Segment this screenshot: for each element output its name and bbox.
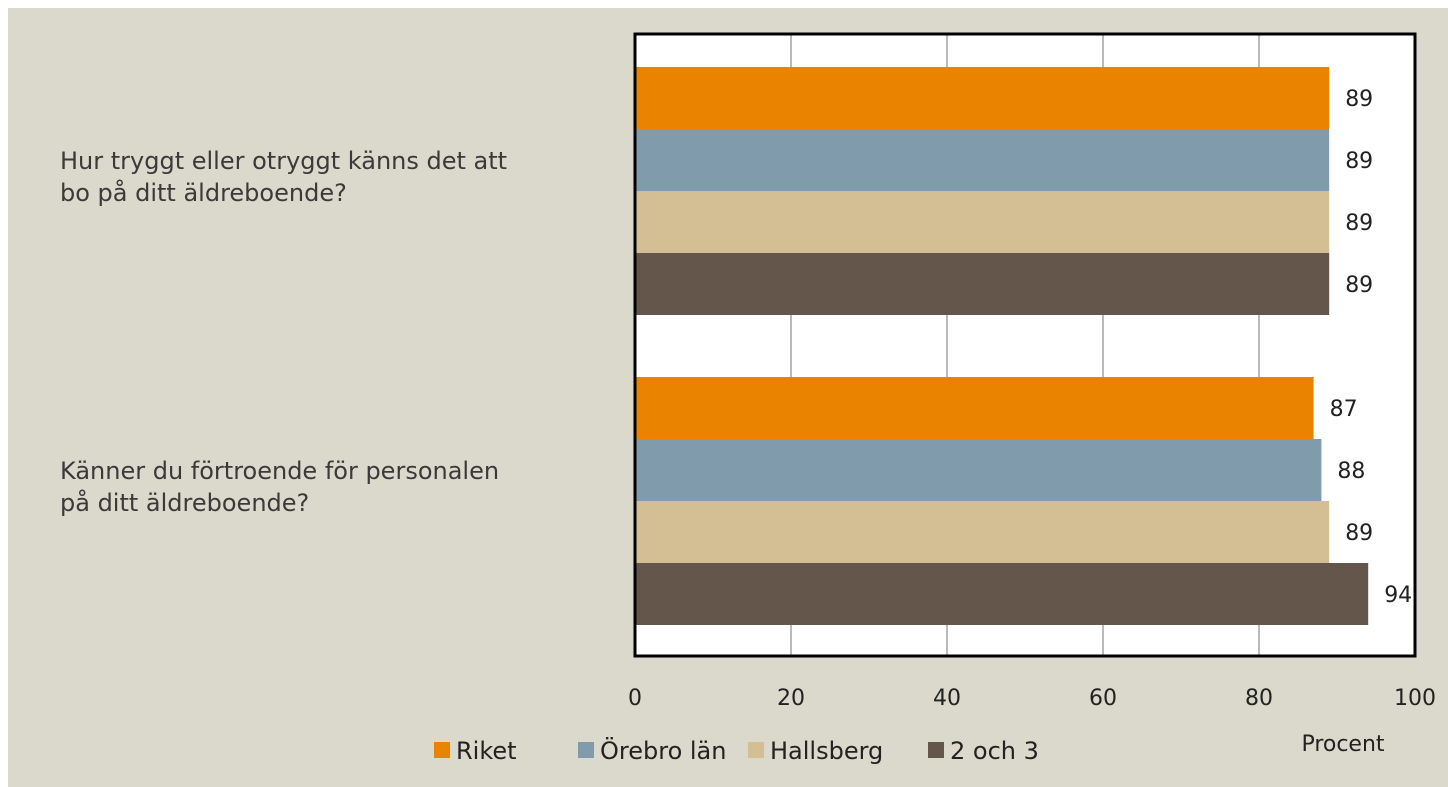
legend-label: Örebro län bbox=[600, 736, 726, 765]
x-tick-labels: 0 20 40 60 80 100 bbox=[628, 686, 1436, 711]
category-label: Hur tryggt eller otryggt känns det att bbox=[60, 147, 507, 175]
legend: Riket Örebro län Hallsberg 2 och 3 bbox=[434, 736, 1039, 765]
category-label: på ditt äldreboende? bbox=[60, 488, 309, 517]
legend-swatch bbox=[748, 742, 764, 758]
x-tick-label: 100 bbox=[1394, 686, 1436, 711]
category-labels: Hur tryggt eller otryggt känns det att bo… bbox=[60, 147, 507, 517]
bar bbox=[635, 501, 1330, 563]
x-tick-label: 40 bbox=[933, 686, 961, 711]
data-label: 89 bbox=[1345, 211, 1373, 236]
data-label: 94 bbox=[1384, 583, 1412, 608]
bar-chart: Hur tryggt eller otryggt känns det att bo… bbox=[8, 8, 1448, 787]
data-label: 88 bbox=[1337, 459, 1365, 484]
data-label: 89 bbox=[1345, 273, 1373, 298]
category-label: bo på ditt äldreboende? bbox=[60, 178, 347, 207]
legend-label: Riket bbox=[456, 737, 517, 765]
bar bbox=[635, 191, 1330, 253]
legend-label: Hallsberg bbox=[770, 737, 883, 765]
chart-panel: Hur tryggt eller otryggt känns det att bo… bbox=[8, 8, 1448, 787]
bar bbox=[635, 377, 1314, 439]
category-label: Känner du förtroende för personalen bbox=[60, 457, 499, 485]
data-label: 89 bbox=[1345, 521, 1373, 546]
x-tick-label: 80 bbox=[1245, 686, 1273, 711]
x-tick-label: 20 bbox=[777, 686, 805, 711]
data-labels: 89 89 89 89 87 88 89 94 bbox=[1330, 87, 1413, 608]
data-label: 87 bbox=[1330, 397, 1358, 422]
bars bbox=[635, 67, 1369, 625]
bar bbox=[635, 439, 1322, 501]
x-tick-label: 60 bbox=[1089, 686, 1117, 711]
bar bbox=[635, 129, 1330, 191]
x-axis-title: Procent bbox=[1301, 732, 1384, 757]
data-label: 89 bbox=[1345, 87, 1373, 112]
bar bbox=[635, 67, 1330, 129]
x-tick-label: 0 bbox=[628, 686, 642, 711]
legend-label: 2 och 3 bbox=[950, 737, 1039, 765]
legend-swatch bbox=[434, 742, 450, 758]
plot-frame bbox=[633, 32, 1417, 658]
data-label: 89 bbox=[1345, 149, 1373, 174]
legend-swatch bbox=[578, 742, 594, 758]
bar bbox=[635, 253, 1330, 315]
legend-swatch bbox=[928, 742, 944, 758]
bar bbox=[635, 563, 1369, 625]
